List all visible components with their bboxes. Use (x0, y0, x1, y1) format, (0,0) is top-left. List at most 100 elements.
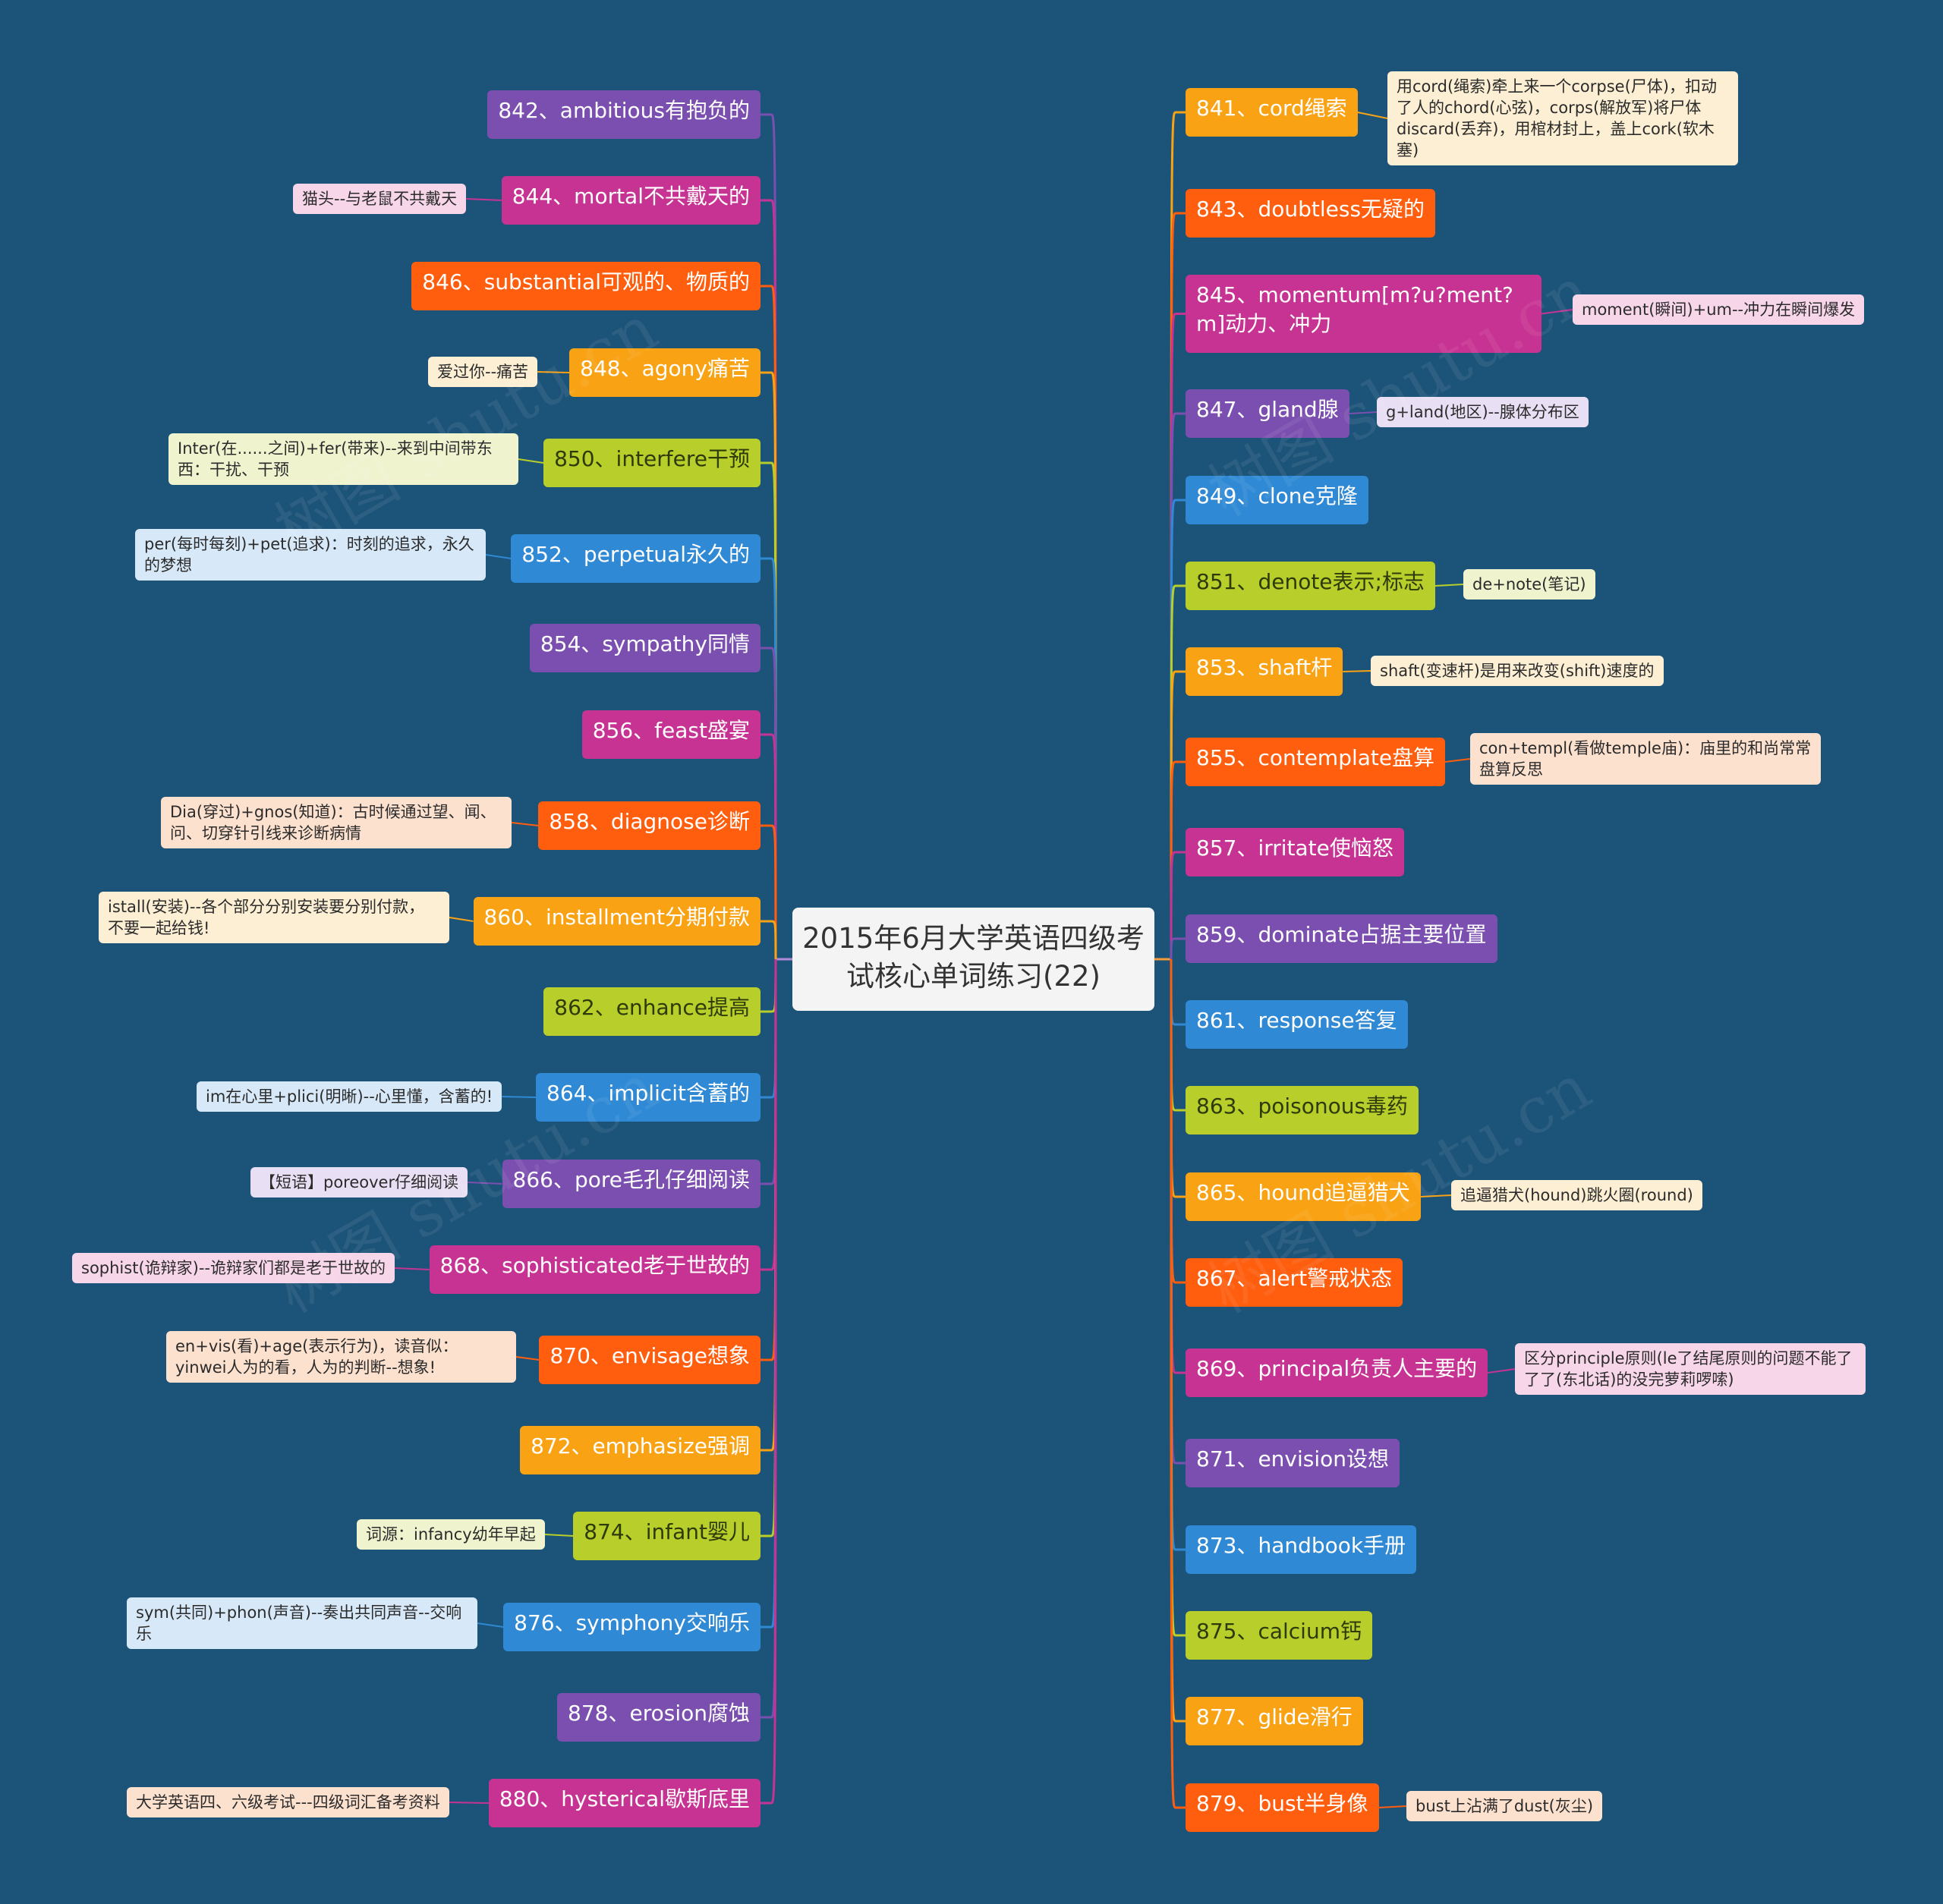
note-841: 用cord(绳索)牵上来一个corpse(尸体)，扣动了人的chord(心弦)，… (1387, 71, 1738, 165)
note-link-left-5 (485, 554, 512, 559)
branch-847[interactable]: 847、gland腺 (1186, 389, 1349, 438)
branch-862[interactable]: 862、enhance提高 (543, 987, 761, 1036)
branch-850[interactable]: 850、interfere干预 (543, 439, 761, 487)
note-848: 爱过你--痛苦 (428, 357, 538, 387)
branch-link-right-8 (1170, 851, 1186, 960)
branch-858[interactable]: 858、diagnose诊断 (538, 801, 761, 850)
note-844: 猫头--与老鼠不共戴天 (293, 184, 467, 214)
note-link-left-16 (544, 1534, 574, 1537)
branch-861[interactable]: 861、response答复 (1186, 1000, 1408, 1049)
branch-869[interactable]: 869、principal负责人主要的 (1186, 1349, 1488, 1397)
note-link-left-17 (477, 1622, 504, 1628)
note-link-left-1 (466, 198, 502, 201)
note-link-right-7 (1445, 758, 1471, 763)
note-link-right-2 (1541, 309, 1573, 315)
note-868: sophist(诡辩家)--诡辩家们都是老于世故的 (72, 1253, 395, 1283)
branch-873[interactable]: 873、handbook手册 (1186, 1525, 1417, 1574)
note-link-left-13 (394, 1267, 430, 1270)
note-869: 区分principle原则(le了结尾原则的问题不能了了了(东北话)的没完萝莉啰… (1515, 1343, 1866, 1395)
note-880: 大学英语四、六级考试---四级词汇备考资料 (127, 1787, 449, 1817)
note-link-right-12 (1420, 1194, 1452, 1197)
branch-871[interactable]: 871、envision设想 (1186, 1439, 1400, 1487)
branch-875[interactable]: 875、calcium钙 (1186, 1611, 1372, 1660)
branch-863[interactable]: 863、poisonous毒药 (1186, 1086, 1419, 1135)
branch-link-left-6 (761, 647, 777, 960)
note-link-right-3 (1349, 411, 1378, 414)
branch-link-left-4 (761, 461, 777, 960)
branch-link-right-12 (1170, 958, 1186, 1198)
branch-841[interactable]: 841、cord绳索 (1186, 88, 1358, 137)
branch-876[interactable]: 876、symphony交响乐 (503, 1603, 761, 1651)
note-link-right-19 (1378, 1805, 1407, 1808)
branch-846[interactable]: 846、substantial可观的、物质的 (411, 262, 761, 310)
branch-link-right-2 (1170, 313, 1186, 960)
branch-link-left-8 (761, 824, 777, 960)
branch-855[interactable]: 855、contemplate盘算 (1186, 738, 1446, 786)
branch-link-left-12 (761, 958, 777, 1185)
note-link-left-14 (515, 1356, 540, 1361)
branch-856[interactable]: 856、feast盛宴 (581, 710, 761, 759)
branch-857[interactable]: 857、irritate使恼怒 (1186, 828, 1404, 876)
branch-link-right-10 (1170, 958, 1186, 1026)
note-847: g+land(地区)--腺体分布区 (1377, 397, 1589, 427)
note-link-left-8 (511, 822, 539, 826)
branch-link-left-19 (761, 958, 777, 1805)
branch-860[interactable]: 860、installment分期付款 (473, 897, 761, 946)
note-879: bust上沾满了dust(灰尘) (1406, 1791, 1603, 1821)
note-link-right-6 (1343, 670, 1371, 672)
branch-878[interactable]: 878、erosion腐蚀 (557, 1693, 761, 1742)
branch-854[interactable]: 854、sympathy同情 (529, 624, 761, 672)
branch-870[interactable]: 870、envisage想象 (539, 1336, 761, 1384)
note-870: en+vis(看)+age(表示行为)，读音似：yinwei人为的看，人为的判断… (166, 1331, 516, 1383)
branch-844[interactable]: 844、mortal不共戴天的 (501, 176, 761, 225)
branch-849[interactable]: 849、clone克隆 (1186, 476, 1368, 524)
branch-852[interactable]: 852、perpetual永久的 (511, 534, 761, 583)
note-link-right-14 (1488, 1368, 1516, 1374)
note-860: istall(安装)--各个部分分别安装要分别付款，不要一起给钱! (99, 892, 449, 943)
branch-872[interactable]: 872、emphasize强调 (520, 1426, 761, 1474)
note-874: 词源：infancy幼年早起 (357, 1519, 545, 1550)
branch-link-left-7 (761, 733, 777, 960)
branch-link-right-13 (1170, 958, 1186, 1284)
branch-link-right-19 (1170, 958, 1186, 1809)
note-link-left-3 (537, 371, 570, 373)
note-link-right-0 (1357, 112, 1388, 119)
branch-link-left-15 (761, 958, 777, 1452)
root-topic[interactable]: 2015年6月大学英语四级考试核心单词练习(22) (792, 908, 1154, 1011)
branch-879[interactable]: 879、bust半身像 (1186, 1783, 1379, 1832)
branch-848[interactable]: 848、agony痛苦 (569, 348, 761, 397)
branch-874[interactable]: 874、infant婴儿 (573, 1512, 761, 1560)
branch-865[interactable]: 865、hound追逼猎犬 (1186, 1172, 1421, 1221)
branch-880[interactable]: 880、hysterical歇斯底里 (488, 1779, 761, 1827)
branch-845[interactable]: 845、momentum[m?u?ment?m]动力、冲力 (1186, 275, 1541, 353)
note-865: 追逼猎犬(hound)跳火圈(round) (1451, 1180, 1702, 1210)
branch-877[interactable]: 877、glide滑行 (1186, 1697, 1363, 1745)
note-858: Dia(穿过)+gnos(知道)：古时候通过望、闻、问、切穿针引线来诊断病情 (161, 797, 512, 848)
branch-link-left-14 (761, 958, 777, 1361)
note-850: Inter(在......之间)+fer(带来)--来到中间带东西：干扰、干预 (168, 433, 518, 485)
branch-842[interactable]: 842、ambitious有抱负的 (487, 90, 761, 139)
branch-843[interactable]: 843、doubtless无疑的 (1186, 189, 1436, 238)
branch-859[interactable]: 859、dominate占据主要位置 (1186, 914, 1497, 963)
note-link-left-9 (449, 917, 474, 922)
note-845: moment(瞬间)+um--冲力在瞬间爆发 (1573, 294, 1865, 325)
note-link-left-4 (518, 458, 544, 464)
branch-867[interactable]: 867、alert警戒状态 (1186, 1258, 1403, 1307)
note-851: de+note(笔记) (1463, 569, 1595, 600)
branch-864[interactable]: 864、implicit含蓄的 (536, 1073, 761, 1122)
branch-853[interactable]: 853、shaft杆 (1186, 647, 1343, 696)
branch-link-left-10 (761, 958, 777, 1013)
branch-868[interactable]: 868、sophisticated老于世故的 (429, 1245, 761, 1294)
note-link-left-12 (468, 1182, 502, 1185)
branch-link-left-11 (761, 958, 777, 1099)
branch-link-left-13 (761, 958, 777, 1271)
note-864: im在心里+plici(明晰)--心里懂，含蓄的! (197, 1081, 502, 1112)
branch-link-right-9 (1170, 937, 1186, 960)
branch-851[interactable]: 851、denote表示;标志 (1186, 562, 1435, 610)
branch-866[interactable]: 866、pore毛孔仔细阅读 (502, 1160, 761, 1208)
branch-link-right-7 (1170, 760, 1186, 960)
branch-link-right-11 (1170, 958, 1186, 1112)
note-876: sym(共同)+phon(声音)--奏出共同声音--交响乐 (127, 1597, 477, 1649)
